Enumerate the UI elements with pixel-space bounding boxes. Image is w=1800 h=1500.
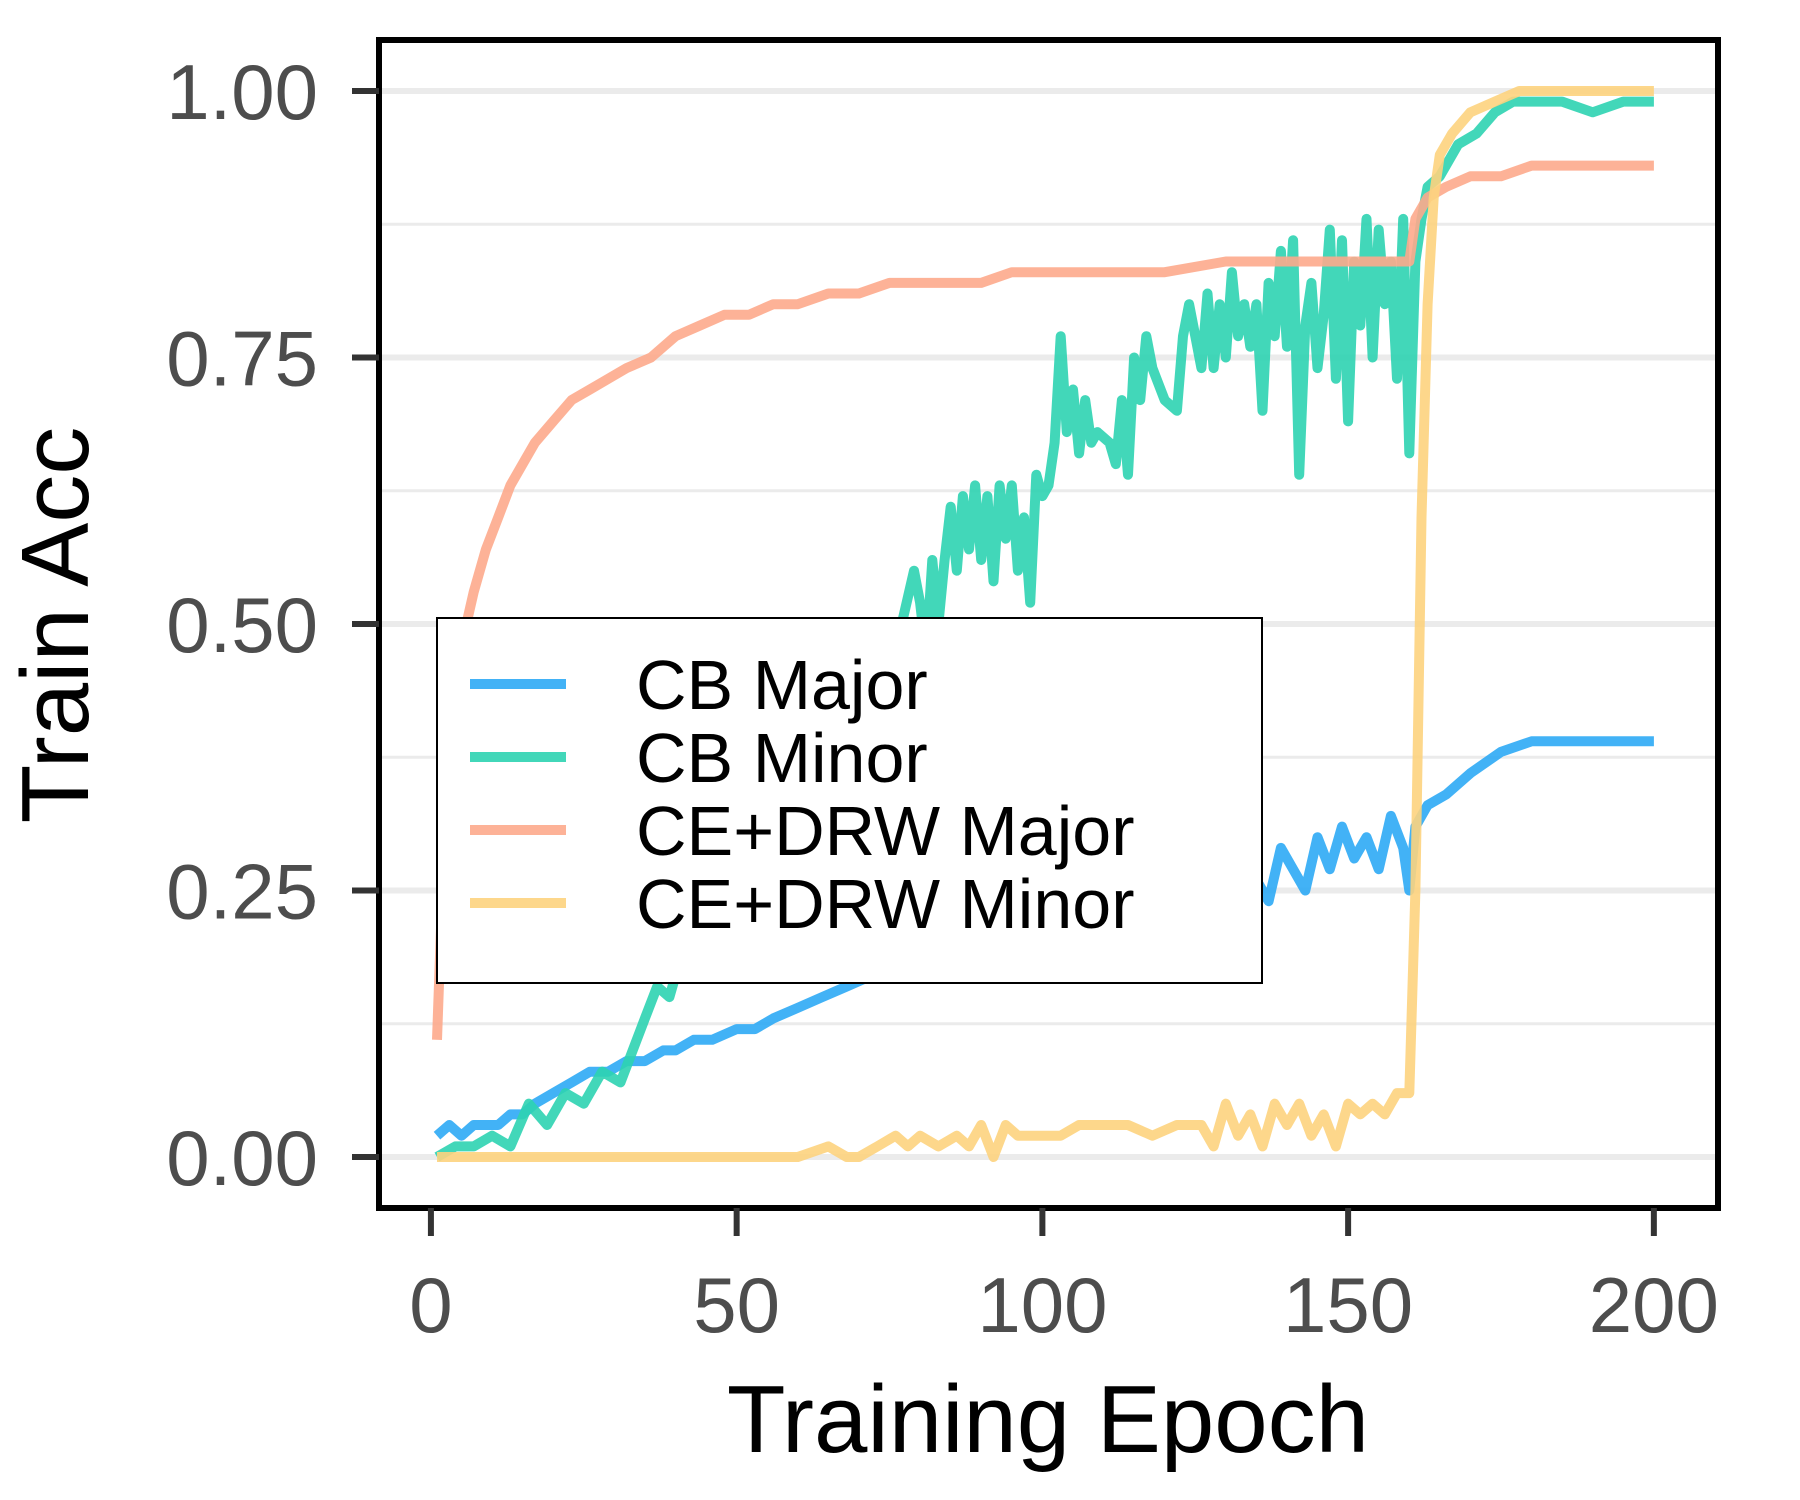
x-tick-label: 50 — [693, 1261, 780, 1349]
legend-label: CE+DRW Minor — [636, 865, 1135, 943]
x-axis-title: Training Epoch — [727, 1366, 1369, 1473]
axis-ticks: 0.00 0.25 0.50 0.75 1.00 0 50 100 150 200 — [166, 48, 1719, 1349]
y-tick-label: 0.00 — [166, 1114, 318, 1202]
y-axis-title: Train Acc — [2, 427, 109, 824]
y-tick-label: 1.00 — [166, 48, 318, 136]
series-line-ce-drw-major — [432, 160, 1654, 1040]
x-tick-label: 150 — [1283, 1261, 1413, 1349]
legend-label: CB Major — [636, 646, 928, 724]
series-line-ce-drw-minor — [437, 86, 1654, 1162]
legend-label: CE+DRW Major — [636, 792, 1135, 870]
x-tick-label: 200 — [1589, 1261, 1719, 1349]
legend-label: CB Minor — [636, 719, 928, 797]
y-tick-label: 0.75 — [166, 314, 318, 402]
x-tick-label: 100 — [977, 1261, 1107, 1349]
y-tick-label: 0.25 — [166, 848, 318, 936]
x-tick-label: 0 — [409, 1261, 452, 1349]
y-tick-label: 0.50 — [166, 581, 318, 669]
legend-box — [436, 617, 1263, 984]
